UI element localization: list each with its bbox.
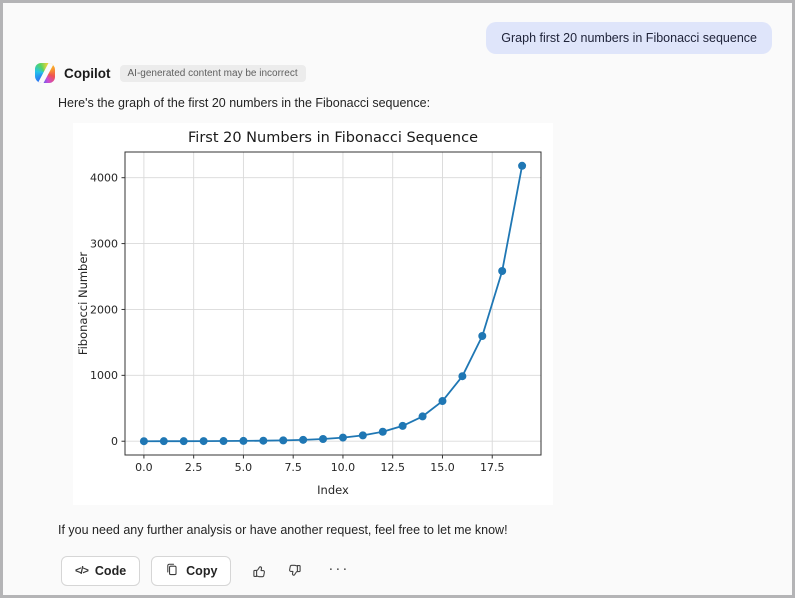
assistant-header: Copilot AI-generated content may be inco… (35, 63, 306, 83)
fibonacci-chart-image: 0.0 2.5 5.0 7.5 10.0 12.5 15.0 17.5 0 1000 2000 300… (73, 123, 553, 505)
feedback-icons-group: ··· (248, 559, 353, 584)
data-point-marker (239, 436, 248, 445)
y-axis-label: Fibonacci Number (76, 252, 90, 356)
data-point-marker (139, 437, 148, 446)
x-tick-label: 10.0 (331, 461, 356, 474)
y-tick-label: 3000 (90, 237, 118, 250)
data-point-marker (299, 435, 308, 444)
copilot-logo-icon (35, 63, 55, 83)
assistant-outro-text: If you need any further analysis or have… (58, 523, 508, 537)
message-actions-toolbar: </> Code Copy (61, 556, 353, 586)
y-tick-label: 1000 (90, 369, 118, 382)
x-tick-label: 0.0 (135, 461, 153, 474)
data-point-marker (418, 412, 427, 421)
ai-disclaimer-badge: AI-generated content may be incorrect (119, 64, 306, 82)
y-tick-label: 4000 (90, 171, 118, 184)
thumbs-down-button[interactable] (282, 561, 306, 581)
fibonacci-line (143, 164, 523, 443)
data-point-marker (438, 397, 447, 406)
x-axis-label: Index (317, 483, 349, 497)
copy-button-label: Copy (186, 564, 218, 578)
thumbs-up-icon (252, 563, 268, 579)
y-tick-label: 0 (111, 435, 118, 448)
assistant-intro-text: Here's the graph of the first 20 numbers… (58, 96, 431, 110)
code-button-label: Code (94, 564, 127, 578)
data-point-marker (219, 437, 228, 446)
code-icon: </> (75, 565, 89, 577)
data-point-marker (199, 437, 208, 446)
thumbs-up-button[interactable] (248, 561, 272, 581)
x-tick-label: 5.0 (235, 461, 253, 474)
data-point-marker (319, 434, 328, 443)
copy-button[interactable]: Copy (151, 556, 232, 586)
data-point-marker (398, 421, 407, 430)
chart-title: First 20 Numbers in Fibonacci Sequence (188, 130, 478, 146)
data-point-marker (259, 436, 268, 445)
data-point-marker (518, 161, 527, 170)
data-point-marker (338, 433, 347, 442)
x-tick-label: 15.0 (430, 461, 455, 474)
data-point-marker (179, 437, 188, 446)
plot-border (124, 151, 542, 456)
x-tick-label: 12.5 (380, 461, 405, 474)
copy-icon (165, 562, 179, 580)
code-button[interactable]: </> Code (61, 556, 141, 586)
x-tick-label: 2.5 (185, 461, 203, 474)
data-point-marker (378, 427, 387, 436)
fibonacci-chart: 0.0 2.5 5.0 7.5 10.0 12.5 15.0 17.5 0 1000 2000 300… (76, 130, 542, 497)
data-point-marker (478, 332, 487, 341)
x-tick-label: 7.5 (284, 461, 302, 474)
thumbs-down-icon (286, 563, 302, 579)
y-tick-label: 2000 (90, 303, 118, 316)
data-point-marker (159, 437, 168, 446)
assistant-name: Copilot (64, 65, 111, 81)
data-point-marker (279, 436, 288, 445)
data-point-marker (458, 372, 467, 381)
data-point-marker (498, 266, 507, 275)
data-point-marker (358, 431, 367, 440)
more-options-button[interactable]: ··· (324, 559, 353, 584)
user-message-bubble: Graph first 20 numbers in Fibonacci sequ… (486, 22, 772, 54)
more-options-icon: ··· (328, 559, 350, 577)
x-tick-label: 17.5 (480, 461, 505, 474)
